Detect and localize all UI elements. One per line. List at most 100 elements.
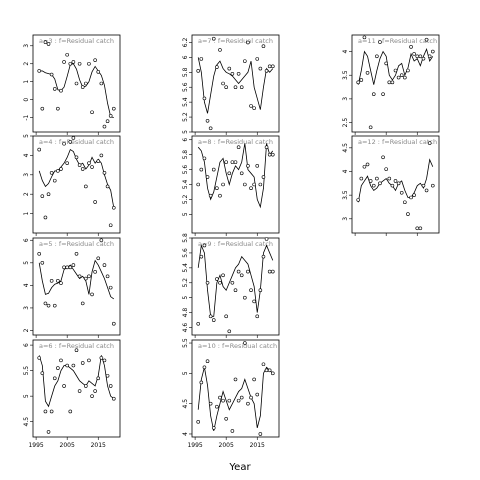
panel: a=6 : f=Residual catch 4.5 5 5.5 6 1995 2005 20… [23, 339, 121, 449]
y-tick-label: 5 [182, 130, 189, 134]
y-tick-label: 5.6 [182, 248, 189, 258]
data-point [384, 61, 388, 66]
data-point [43, 215, 48, 220]
data-point [37, 147, 42, 152]
data-point [40, 194, 45, 198]
data-point [215, 277, 219, 281]
y-tick-label: 5.6 [182, 82, 189, 92]
data-point [105, 373, 110, 378]
data-point [215, 65, 219, 69]
data-point [93, 200, 97, 204]
y-tick-label: 3 [23, 44, 30, 48]
data-point [378, 181, 382, 186]
data-point [196, 420, 201, 424]
x-tick-label: 2015 [250, 442, 265, 449]
data-point [418, 54, 423, 59]
data-point [258, 432, 263, 436]
y-tick-label: 6 [23, 343, 30, 347]
series-line [197, 143, 274, 209]
y-tick-label: 4 [182, 432, 189, 436]
data-point [49, 279, 54, 283]
data-point [409, 45, 413, 49]
data-point [224, 85, 228, 90]
data-point [218, 280, 222, 285]
data-point [218, 395, 222, 400]
data-point [399, 73, 404, 78]
data-point [368, 179, 373, 183]
data-point [415, 54, 420, 59]
data-point [46, 192, 51, 196]
y-tick-label: 4.5 [182, 399, 189, 409]
data-point [80, 85, 85, 89]
data-point [56, 366, 60, 370]
data-point [270, 371, 275, 376]
data-point [77, 389, 82, 393]
data-point [77, 61, 82, 66]
y-tick-label: 3 [23, 306, 30, 310]
data-point [430, 183, 435, 188]
data-point [270, 269, 275, 274]
y-tick-label: 5 [182, 296, 189, 300]
data-point [96, 256, 101, 261]
y-tick-label: 5 [23, 394, 30, 398]
data-point [65, 52, 69, 57]
data-point [74, 251, 79, 256]
data-point [230, 160, 235, 164]
data-point [93, 389, 97, 393]
y-tick-label: 5.6 [182, 165, 189, 175]
data-point [230, 72, 235, 76]
data-point [40, 371, 45, 375]
data-point [46, 303, 51, 308]
data-point [371, 183, 376, 188]
series-line [38, 259, 115, 300]
data-point [37, 356, 42, 360]
panel: a=12 : f=Residual catch 3 3.5 4 4.5 [342, 135, 440, 236]
y-tick-label: 5 [182, 371, 189, 375]
data-point [246, 401, 250, 406]
data-point [202, 156, 207, 161]
data-point [65, 265, 69, 270]
y-tick-label: 5.2 [182, 278, 189, 288]
series-line [357, 158, 434, 203]
data-point [71, 263, 76, 267]
y-tick-label: 5.8 [182, 67, 189, 77]
data-point [252, 182, 256, 187]
y-tick-label: 4.6 [182, 323, 189, 333]
data-point [227, 171, 232, 176]
data-point [62, 384, 66, 388]
data-point [77, 274, 82, 279]
data-point [211, 318, 216, 322]
data-point [208, 193, 213, 198]
y-tick-label: 5.2 [182, 112, 189, 122]
data-point [59, 358, 63, 363]
data-point [205, 280, 210, 285]
series-line [197, 366, 274, 432]
data-point [236, 398, 241, 403]
data-point [90, 165, 94, 169]
data-point [412, 193, 416, 197]
data-point [270, 152, 275, 157]
y-tick-label: 5.5 [182, 338, 189, 348]
data-point [59, 167, 63, 171]
data-point [396, 75, 401, 80]
data-point [421, 56, 426, 61]
y-tick-label: 5.8 [182, 150, 189, 160]
data-point [418, 226, 423, 231]
data-point [105, 184, 110, 189]
data-point [111, 321, 116, 326]
y-tick-label: 3.5 [342, 70, 349, 80]
data-point [74, 155, 79, 160]
y-tick-label: 6 [182, 55, 189, 59]
data-point [415, 226, 420, 231]
data-point [356, 198, 361, 202]
data-point [356, 80, 361, 85]
panel: a=5 : f=Residual catch 2 3 4 5 6 [23, 237, 121, 338]
data-point [255, 57, 260, 61]
data-point [196, 182, 201, 187]
data-point [99, 153, 104, 158]
data-point [427, 141, 432, 145]
data-point [267, 269, 272, 274]
y-tick-label: 3 [342, 217, 349, 221]
data-point [384, 167, 388, 171]
data-point [387, 176, 392, 181]
